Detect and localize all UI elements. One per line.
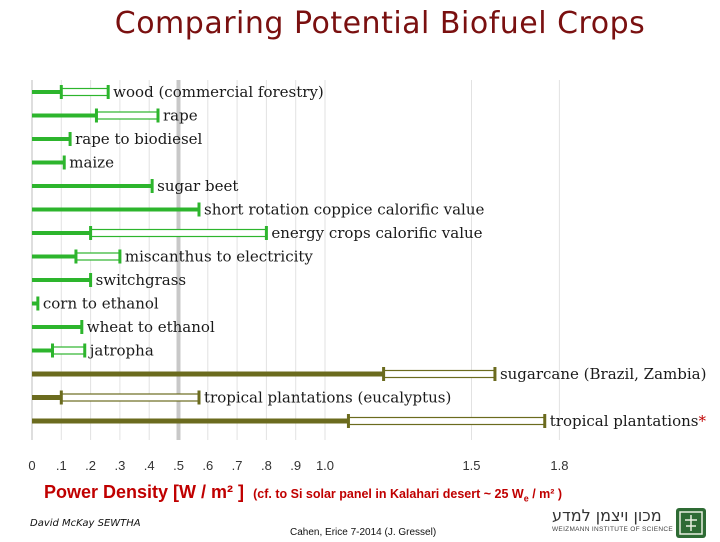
bar-solid	[32, 160, 65, 165]
bar-row: switchgrass	[32, 271, 186, 289]
x-axis-note: (cf. to Si solar panel in Kalahari deser…	[253, 487, 563, 504]
bar-row: energy crops calorific value	[32, 224, 483, 242]
logo-hebrew-text: מכון ויצמן למדע	[552, 506, 662, 525]
grid-layer	[31, 80, 560, 440]
bar-range	[51, 346, 86, 355]
row-label: miscanthus to electricity	[125, 248, 314, 266]
row-label: maize	[69, 154, 114, 172]
x-tick-label: .7	[232, 458, 243, 473]
logo-english-text: WEIZMANN INSTITUTE OF SCIENCE	[552, 526, 674, 533]
tick-labels: 0 .1 .2 .3 .4 .5 .6 .7 .8 .9 1.0 1.5 1.8	[28, 458, 568, 473]
bar-solid	[32, 278, 91, 282]
bar-solid	[32, 137, 71, 141]
bar-row: miscanthus to electricity	[32, 248, 313, 266]
bar-solid	[32, 207, 200, 212]
row-label: short rotation coppice calorific value	[204, 201, 484, 219]
bar-solid	[32, 90, 62, 94]
bars-layer: wood (commercial forestry) rape rape to bi…	[32, 83, 706, 430]
footer-credit: David McKay SEWTHA	[30, 518, 141, 529]
bar-solid	[32, 418, 349, 424]
bar-range	[95, 111, 159, 120]
bar-range	[60, 393, 200, 402]
bar-solid	[32, 325, 82, 329]
bar-range	[89, 228, 268, 238]
bar-solid	[32, 231, 91, 235]
x-axis-note-end: / m² )	[528, 487, 563, 501]
bar-row: short rotation coppice calorific value	[32, 201, 484, 219]
x-tick-label: 1.8	[550, 458, 568, 473]
bar-row: rape to biodiesel	[32, 130, 203, 148]
row-label: rape	[163, 107, 198, 125]
row-label: sugar beet	[157, 177, 238, 195]
bar-range	[60, 87, 109, 97]
x-tick-label: .6	[202, 458, 213, 473]
bar-row: corn to ethanol	[32, 295, 159, 313]
page-title: Comparing Potential Biofuel Crops	[114, 6, 646, 41]
x-tick-label: .9	[290, 458, 301, 473]
x-tick-label: .2	[85, 458, 96, 473]
bar-range	[347, 416, 546, 426]
bar-solid	[32, 371, 384, 377]
row-label: switchgrass	[96, 271, 187, 289]
bar-row: wood (commercial forestry)	[32, 83, 324, 101]
x-tick-label: 1.5	[462, 458, 480, 473]
bar-range	[75, 252, 121, 261]
row-label: tropical plantations*	[550, 412, 707, 430]
bar-solid	[32, 113, 97, 118]
bar-solid	[32, 184, 153, 188]
asterisk-marker: *	[698, 412, 706, 430]
row-label: energy crops calorific value	[271, 224, 482, 242]
row-label: tropical plantations (eucalyptus)	[204, 389, 451, 407]
row-label: jatropha	[88, 342, 154, 360]
bar-row: wheat to ethanol	[32, 318, 215, 336]
x-tick-label: .3	[114, 458, 125, 473]
x-tick-label: .5	[173, 458, 184, 473]
bar-row: tropical plantations (eucalyptus)	[32, 389, 451, 407]
bar-row: sugarcane (Brazil, Zambia)	[32, 365, 706, 383]
row-label: rape to biodiesel	[75, 130, 202, 148]
row-label: corn to ethanol	[43, 295, 159, 313]
x-tick-label: .1	[56, 458, 67, 473]
bar-row: rape	[32, 107, 198, 125]
bar-range	[383, 369, 496, 379]
bar-solid	[32, 395, 62, 400]
x-axis-note-subscript: e	[523, 493, 529, 504]
x-tick-label: .8	[261, 458, 272, 473]
x-axis-note-text: (cf. to Si solar panel in Kalahari deser…	[253, 487, 524, 501]
bar-solid	[32, 348, 53, 353]
bar-row: maize	[32, 154, 114, 172]
bar-row: sugar beet	[32, 177, 238, 195]
x-tick-label: 1.0	[316, 458, 334, 473]
bar-solid	[32, 254, 76, 259]
weizmann-logo: מכון ויצמן למדע WEIZMANN INSTITUTE OF SC…	[550, 506, 718, 540]
row-label: sugarcane (Brazil, Zambia)	[500, 365, 707, 383]
row-label: wheat to ethanol	[87, 318, 215, 336]
bar-solid	[32, 301, 38, 306]
bar-row: jatropha	[32, 342, 154, 360]
bar-row: tropical plantations*	[32, 412, 706, 430]
weizmann-seal-icon	[676, 508, 706, 538]
x-tick-label: .4	[144, 458, 155, 473]
footer-source: Cahen, Erice 7-2014 (J. Gressel)	[290, 527, 437, 538]
x-axis-label-row: Power Density [W / m² ] (cf. to Si solar…	[44, 482, 562, 504]
x-axis-label: Power Density [W / m² ]	[44, 482, 245, 502]
x-tick-label: 0	[28, 458, 35, 473]
row-label: wood (commercial forestry)	[113, 83, 324, 101]
biofuel-range-chart: wood (commercial forestry) rape rape to bi…	[28, 80, 706, 473]
